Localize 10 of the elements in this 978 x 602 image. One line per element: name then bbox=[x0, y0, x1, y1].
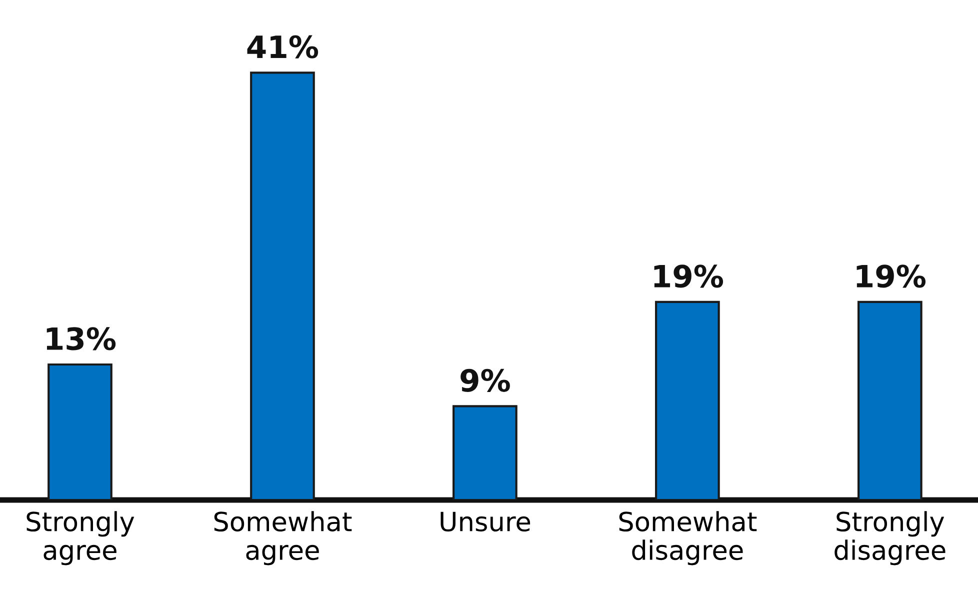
x-tick-label: Strongly disagree bbox=[834, 511, 946, 566]
data-label: 9% bbox=[460, 368, 510, 392]
x-tick-label: Unsure bbox=[440, 512, 530, 532]
data-label: 19% bbox=[654, 264, 724, 288]
data-label: 41% bbox=[247, 35, 318, 58]
data-label: 13% bbox=[46, 327, 116, 350]
data-label: 19% bbox=[856, 264, 926, 288]
x-tick-label: Somewhat agree bbox=[214, 511, 352, 566]
x-tick-label: Somewhat disagree bbox=[619, 511, 757, 566]
x-tick-label: Strongly agree bbox=[26, 511, 134, 566]
